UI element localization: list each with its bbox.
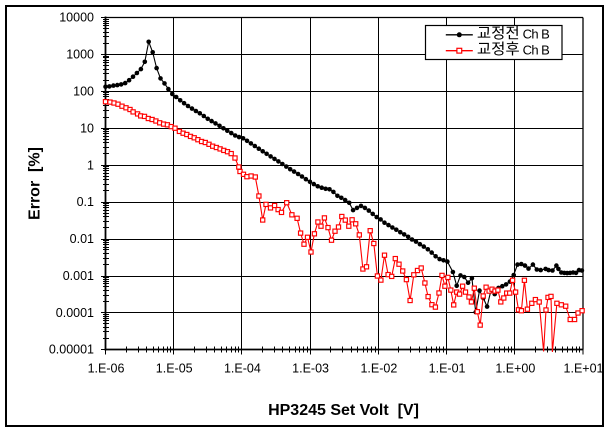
svg-text:1.E-02: 1.E-02 — [360, 362, 397, 376]
svg-text:1.E-05: 1.E-05 — [156, 362, 193, 376]
svg-text:Ch B: Ch B — [523, 42, 550, 57]
svg-text:1000: 1000 — [66, 48, 94, 62]
svg-text:0.0001: 0.0001 — [56, 306, 94, 320]
svg-text:1.E+00: 1.E+00 — [495, 362, 535, 376]
svg-text:1.E-01: 1.E-01 — [429, 362, 466, 376]
svg-text:10: 10 — [80, 121, 94, 135]
svg-text:1.E-03: 1.E-03 — [292, 362, 329, 376]
svg-text:0.00001: 0.00001 — [49, 343, 94, 357]
svg-text:Ch B: Ch B — [523, 26, 550, 41]
svg-text:0.1: 0.1 — [77, 195, 94, 209]
svg-text:0.01: 0.01 — [70, 232, 94, 246]
svg-text:1: 1 — [87, 158, 94, 172]
svg-text:0.001: 0.001 — [63, 269, 94, 283]
svg-text:10000: 10000 — [59, 11, 94, 25]
svg-text:100: 100 — [73, 85, 94, 99]
svg-text:1.E-06: 1.E-06 — [88, 362, 125, 376]
svg-text:Error [%]: Error [%] — [27, 147, 44, 220]
svg-text:HP3245 Set Volt [V]: HP3245 Set Volt [V] — [268, 402, 419, 419]
svg-text:1.E+01: 1.E+01 — [564, 362, 604, 376]
svg-text:1.E-04: 1.E-04 — [224, 362, 261, 376]
